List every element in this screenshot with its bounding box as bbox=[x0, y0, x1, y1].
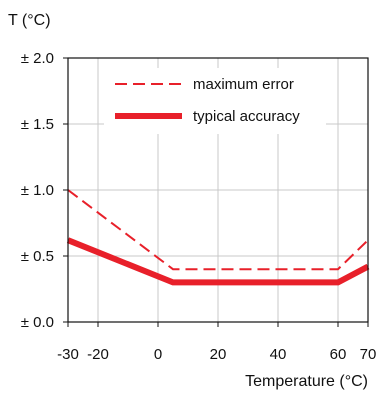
x-tick-label: 0 bbox=[154, 346, 162, 363]
legend-label-typical-accuracy: typical accuracy bbox=[193, 108, 300, 125]
x-tick-label: 40 bbox=[270, 346, 287, 363]
x-axis-title: Temperature (°C) bbox=[245, 373, 368, 390]
axis-ticks: -30 -20 0 20 40 60 70 ± 0.0 ± 0.5 ± 1.0 ± 1.5 ± 2.0 bbox=[21, 50, 377, 363]
y-tick-label: ± 0.0 bbox=[21, 314, 54, 331]
y-tick-label: ± 1.5 bbox=[21, 116, 54, 133]
series-line-typical-accuracy bbox=[66, 237, 370, 286]
y-tick-label: ± 1.0 bbox=[21, 182, 54, 199]
legend-label-maximum-error: maximum error bbox=[193, 76, 294, 93]
x-tick-label: 20 bbox=[210, 346, 227, 363]
series-line-maximum-error bbox=[67, 189, 369, 271]
legend-background bbox=[104, 68, 326, 134]
y-axis-title: T (°C) bbox=[8, 12, 51, 29]
x-tick-label: -20 bbox=[87, 346, 109, 363]
x-tick-label: -30 bbox=[57, 346, 79, 363]
y-tick-label: ± 0.5 bbox=[21, 248, 54, 265]
x-tick-label: 60 bbox=[330, 346, 347, 363]
series-layer bbox=[66, 189, 370, 286]
y-tick-label: ± 2.0 bbox=[21, 50, 54, 67]
legend: maximum error typical accuracy bbox=[104, 68, 326, 134]
x-tick-label: 70 bbox=[360, 346, 377, 363]
